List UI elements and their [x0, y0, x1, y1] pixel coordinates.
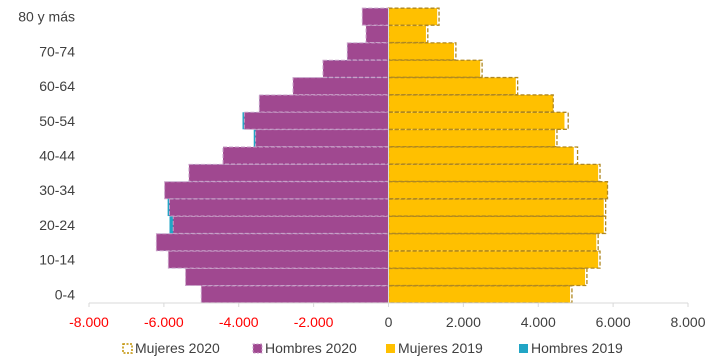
bar-hombres-2020-70-74	[346, 42, 390, 61]
legend-label-mujeres-2020: Mujeres 2020	[135, 340, 220, 356]
bar-hombres-2020-30-34	[164, 181, 389, 200]
bar-mujeres-2019-0-4	[388, 285, 571, 303]
y-tick-label: 60-64	[39, 78, 75, 94]
bar-mujeres-2019-35-39	[388, 164, 599, 182]
bar-mujeres-2019-15-19	[388, 233, 597, 251]
y-tick-label: 10-14	[39, 252, 75, 268]
bar-hombres-2020-10-14	[167, 250, 389, 269]
x-tick-label: 4.000	[521, 314, 556, 330]
y-tick-label: 20-24	[39, 217, 75, 233]
bar-hombres-2020-5-9	[185, 267, 389, 286]
legend-swatch-mujeres-2020	[122, 343, 133, 354]
x-tick-label: -8.000	[69, 314, 109, 330]
y-labels: 0-4 10-14 20-24 30-34 40-44 50-54 60-64 70-74 80…	[18, 9, 75, 303]
bar-mujeres-2019-55-59	[388, 94, 554, 112]
bar-mujeres-2019-75-79	[388, 25, 426, 43]
bar-hombres-2020-60-64	[292, 77, 389, 96]
legend-swatch-hombres-2019	[519, 344, 528, 353]
bar-mujeres-2019-70-74	[388, 42, 455, 60]
bar-mujeres-2019-45-49	[388, 129, 556, 147]
x-tick-label: 2.000	[446, 314, 481, 330]
legend: Mujeres 2020 Hombres 2020 Mujeres 2019 H…	[122, 340, 623, 356]
y-tick-label: 40-44	[39, 148, 75, 164]
bar-hombres-2020-15-19	[155, 233, 389, 252]
legend-item-mujeres-2019: Mujeres 2019	[386, 340, 483, 356]
bar-mujeres-2019-10-14	[388, 251, 599, 269]
legend-label-hombres-2020: Hombres 2020	[265, 340, 357, 356]
bar-hombres-2020-35-39	[188, 163, 389, 182]
y-tick-label: 70-74	[39, 43, 75, 59]
bar-mujeres-2019-65-69	[388, 60, 481, 78]
bar-mujeres-2019-5-9	[388, 268, 586, 286]
bar-hombres-2020-75-79	[365, 25, 390, 44]
y-tick-label: 0-4	[55, 286, 75, 302]
legend-swatch-mujeres-2019	[386, 344, 395, 353]
bar-mujeres-2019-30-34	[388, 181, 608, 199]
y-tick-label: 50-54	[39, 113, 75, 129]
x-tick-label: -2.000	[294, 314, 334, 330]
bar-hombres-2020-50-54	[243, 111, 389, 130]
legend-swatch-hombres-2020	[252, 343, 263, 354]
y-tick-label: 80 y más	[18, 9, 75, 25]
bar-hombres-2020-55-59	[258, 94, 390, 113]
x-tick-label: 6.000	[596, 314, 631, 330]
bar-mujeres-2019-20-24	[388, 216, 604, 234]
x-tick-label: -4.000	[219, 314, 259, 330]
bar-hombres-2020-65-69	[322, 59, 389, 78]
y-tick-label: 30-34	[39, 182, 75, 198]
bar-hombres-2020-40-44	[222, 146, 389, 165]
bar-mujeres-2019-25-29	[388, 199, 604, 217]
x-tick-label: -6.000	[144, 314, 184, 330]
bar-mujeres-2019-60-64	[388, 77, 516, 95]
legend-item-mujeres-2020: Mujeres 2020	[122, 340, 220, 356]
legend-item-hombres-2020: Hombres 2020	[252, 340, 357, 356]
legend-item-hombres-2019: Hombres 2019	[519, 340, 623, 356]
bar-hombres-2020-25-29	[168, 198, 389, 217]
bar-hombres-2020-80-y-más	[361, 7, 390, 26]
bar-hombres-2020-20-24	[172, 215, 389, 234]
bar-mujeres-2019-50-54	[388, 112, 565, 130]
x-ticks: -8.000 -6.000 -4.000 -2.000 0 2.000 4.000 6.000…	[69, 303, 706, 330]
legend-label-hombres-2019: Hombres 2019	[531, 340, 623, 356]
bar-mujeres-2019-40-44	[388, 146, 574, 165]
bar-hombres-2020-45-49	[255, 129, 389, 148]
bars-layer	[155, 7, 609, 304]
x-tick-label: 8.000	[670, 314, 705, 330]
bar-hombres-2020-0-4	[200, 285, 389, 304]
legend-label-mujeres-2019: Mujeres 2019	[398, 340, 483, 356]
bar-mujeres-2019-80-y-más	[388, 8, 438, 26]
x-tick-label: 0	[385, 314, 393, 330]
